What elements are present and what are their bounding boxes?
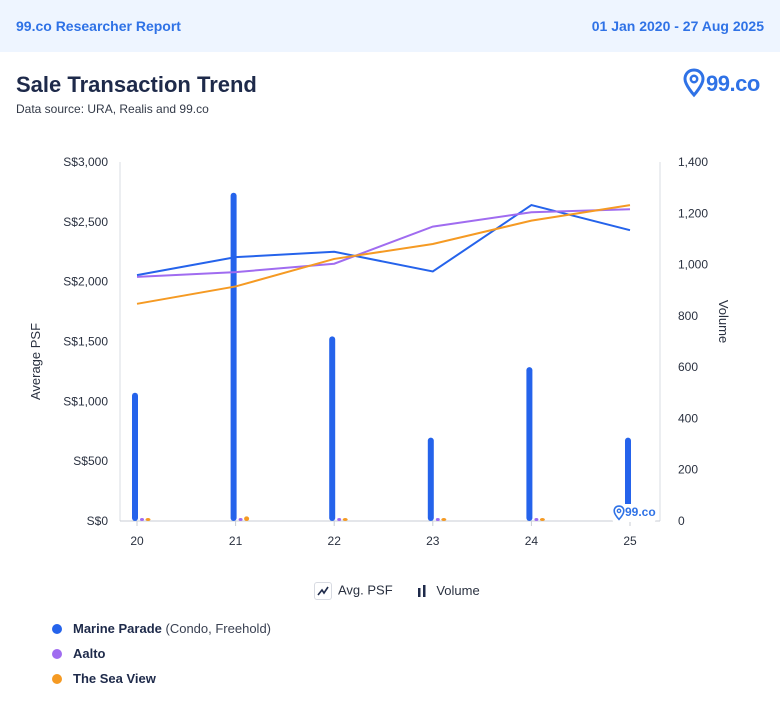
y-right-tick-label: 600 [678, 360, 698, 374]
line-aalto [136, 208, 631, 278]
bar-the-sea-view [145, 518, 151, 521]
series-name: The Sea View [73, 671, 156, 686]
line-chart-icon [314, 582, 332, 600]
legend-avg-psf[interactable]: Avg. PSF [314, 582, 393, 600]
line-the-sea-view [136, 204, 631, 305]
report-name: 99.co Researcher Report [16, 18, 181, 34]
y-left-tick-label: S$500 [73, 454, 108, 468]
series-color-dot [52, 674, 62, 684]
y-right-tick-label: 1,400 [678, 155, 708, 169]
y-left-tick-label: S$2,000 [63, 275, 108, 289]
y-left-tick-label: S$1,500 [63, 335, 108, 349]
y-right-tick-label: 0 [678, 514, 685, 528]
bar-the-sea-view [441, 518, 447, 521]
series-color-dot [52, 649, 62, 659]
y-right-tick-label: 1,200 [678, 206, 708, 220]
bar-the-sea-view [539, 518, 545, 521]
x-tick-label: 23 [426, 534, 440, 548]
report-header-bar: 99.co Researcher Report 01 Jan 2020 - 27… [0, 0, 780, 52]
legend-series-marine-parade[interactable]: Marine Parade (Condo, Freehold) [52, 620, 271, 645]
date-range: 01 Jan 2020 - 27 Aug 2025 [591, 18, 764, 34]
y-left-tick-label: S$1,000 [63, 394, 108, 408]
legend-series-the-sea-view[interactable]: The Sea View [52, 670, 271, 695]
watermark-pin-icon [613, 505, 625, 521]
y-right-tick-label: 400 [678, 411, 698, 425]
bar-marine-parade [132, 392, 138, 521]
bar-marine-parade [230, 192, 237, 521]
bar-chart-icon [414, 583, 430, 599]
y-right-tick-label: 800 [678, 309, 698, 323]
x-tick-label: 21 [229, 534, 243, 548]
data-source-note: Data source: URA, Realis and 99.co [16, 102, 209, 116]
legend-series-aalto[interactable]: Aalto [52, 645, 271, 670]
legend-volume[interactable]: Volume [414, 582, 480, 600]
chart-watermark: 99.co [612, 504, 656, 522]
bar-the-sea-view [244, 516, 250, 521]
bar-marine-parade [427, 437, 434, 521]
bar-aalto [337, 518, 342, 521]
bar-marine-parade [329, 336, 336, 521]
series-name: Aalto [73, 646, 106, 661]
x-tick-label: 22 [328, 534, 342, 548]
y-right-tick-label: 1,000 [678, 258, 708, 272]
brand-logo: 99.co [683, 68, 763, 100]
y-left-tick-label: S$3,000 [63, 155, 108, 169]
line-marine-parade [136, 204, 631, 277]
bar-aalto [140, 518, 144, 521]
x-tick-label: 24 [525, 534, 539, 548]
y-right-axis-title: Volume [716, 300, 731, 343]
bar-aalto [238, 518, 243, 521]
legend-avg-psf-label: Avg. PSF [338, 582, 393, 598]
series-color-dot [52, 624, 62, 634]
chart-title: Sale Transaction Trend [16, 72, 257, 97]
legend-volume-label: Volume [436, 582, 480, 598]
bar-marine-parade [625, 437, 631, 521]
watermark-text: 99.co [625, 505, 656, 519]
chart-type-legend: Avg. PSF Volume [314, 582, 498, 600]
y-left-tick-label: S$0 [87, 514, 109, 528]
logo-text: 99.co [706, 71, 760, 96]
series-name: Marine Parade [73, 621, 162, 636]
y-right-tick-label: 200 [678, 463, 698, 477]
bar-aalto [435, 518, 440, 521]
series-legend: Marine Parade (Condo, Freehold) Aalto Th… [52, 620, 271, 695]
sale-transaction-chart: S$0 S$500 S$1,000 S$1,500 S$2,000 S$2,500 S$3,… [28, 155, 731, 548]
x-tick-label: 25 [623, 534, 637, 548]
y-left-axis-title: Average PSF [28, 323, 43, 400]
bar-marine-parade [526, 367, 533, 521]
location-pin-icon [683, 68, 705, 98]
x-tick-label: 20 [130, 534, 144, 548]
series-tag: (Condo, Freehold) [165, 621, 272, 636]
y-left-tick-label: S$2,500 [63, 215, 108, 229]
bar-the-sea-view [342, 518, 348, 521]
bar-aalto [534, 518, 539, 521]
